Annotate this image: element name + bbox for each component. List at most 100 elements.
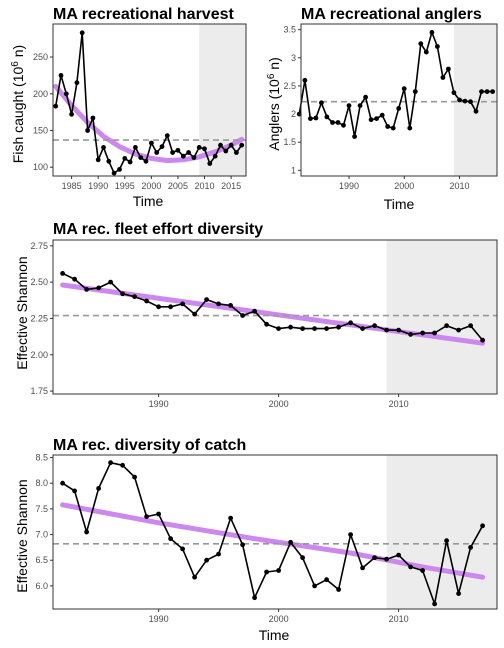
data-point [156,511,162,517]
data-point [156,304,162,310]
data-point [335,120,341,125]
y-axis-label-superscript: 6 [10,61,21,67]
data-point [117,167,122,172]
data-point [95,157,101,163]
y-tick-label: 200 [33,89,48,99]
data-point [276,568,281,573]
panel-recreational-harvest: MA recreational harvest Time Fish caught… [10,6,247,209]
data-point [336,324,341,330]
y-tick-label: 6.5 [35,555,48,565]
data-point [84,287,89,292]
data-point [396,106,402,111]
panel-fleet-effort-diversity: MA rec. fleet effort diversity Effective… [14,221,498,409]
data-point [74,80,80,86]
data-point [218,142,223,148]
data-point [372,555,377,561]
x-tick-label: 2000 [269,399,289,409]
data-point [288,324,293,330]
data-point [401,86,407,92]
data-point [432,330,437,336]
data-point [204,557,210,563]
x-axis-label: Time [133,193,164,209]
y-axis-label-tail: n) [10,45,26,61]
x-tick-label: 2010 [449,181,469,191]
data-point [456,327,461,333]
data-point [480,523,485,529]
data-point [60,480,65,486]
data-point [300,555,305,561]
y-tick-label: 2.5 [283,81,296,91]
data-point [379,112,385,118]
x-tick-label: 1995 [115,181,135,191]
y-tick-label: 3.5 [283,25,296,35]
shaded-region [386,240,497,394]
data-point [111,170,117,176]
data-point [108,279,113,285]
data-point [451,90,457,96]
data-point [122,156,128,161]
data-point [168,304,174,310]
data-point [363,94,368,100]
x-tick-label: 2000 [269,614,289,624]
data-point [170,150,176,155]
data-point [490,89,495,94]
y-tick-label: 3 [291,53,296,63]
data-point [384,327,389,333]
data-point [84,529,89,535]
data-point [385,124,391,129]
data-point [480,337,485,343]
y-tick-label: 250 [33,52,48,62]
data-point [143,158,149,164]
data-point [348,532,353,537]
data-point [429,30,435,35]
y-axis-label-tail: n) [266,57,282,73]
data-point [440,75,446,80]
y-tick-label: 2 [291,109,296,119]
panel-border [52,454,498,610]
panel-title: MA recreational harvest [53,6,234,23]
y-tick-label: 1 [291,165,296,175]
data-point [138,155,144,161]
data-point [228,303,234,308]
data-point [216,301,222,307]
data-point [420,330,425,336]
data-point [446,66,451,72]
data-point [149,140,154,146]
data-point [202,146,207,152]
data-point [72,488,77,494]
data-point [72,276,77,282]
data-point [120,462,125,468]
y-tick-label: 6.0 [35,581,48,591]
data-point [418,41,424,47]
data-point [479,89,484,94]
data-point [302,77,308,83]
data-point [133,145,138,150]
data-point [324,114,330,120]
x-tick-label: 2010 [389,614,409,624]
data-point [357,103,363,108]
data-point [132,474,138,480]
panel-recreational-anglers: MA recreational anglers Time Anglers (10… [266,6,498,212]
data-point [396,327,401,333]
y-axis-label-superscript: 6 [266,73,277,79]
data-point [372,323,377,329]
data-point [168,536,174,542]
data-point [384,556,389,562]
data-point [108,460,113,466]
data-point [456,591,461,596]
data-point [196,145,202,150]
panel-diversity-of-catch: MA rec. diversity of catch Time Effectiv… [14,437,498,643]
data-point [240,313,246,318]
data-point [216,551,222,557]
data-point [468,323,473,329]
data-point [120,291,125,297]
x-tick-label: 1990 [149,399,169,409]
data-point [408,332,413,337]
y-tick-label: 1.5 [283,137,296,147]
data-point [407,125,413,131]
data-point [432,601,437,607]
x-tick-label: 2010 [195,181,215,191]
y-tick-label: 100 [33,162,48,172]
data-point [159,144,165,150]
